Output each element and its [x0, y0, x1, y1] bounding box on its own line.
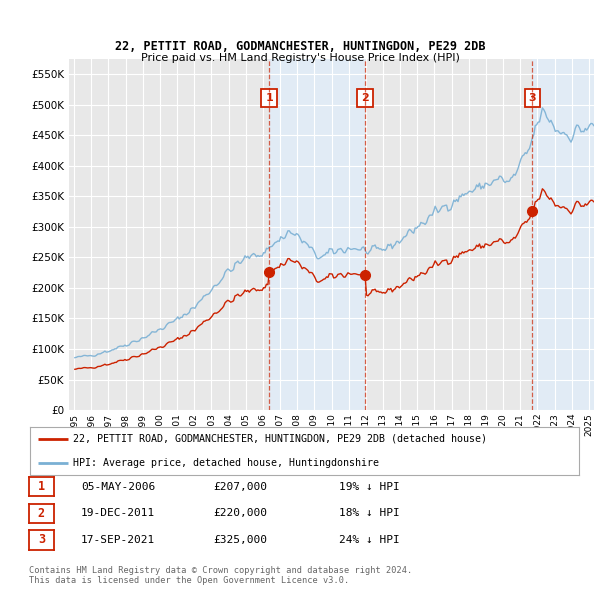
Text: 3: 3: [529, 93, 536, 103]
Text: 22, PETTIT ROAD, GODMANCHESTER, HUNTINGDON, PE29 2DB (detached house): 22, PETTIT ROAD, GODMANCHESTER, HUNTINGD…: [73, 434, 487, 444]
Text: 24% ↓ HPI: 24% ↓ HPI: [339, 535, 400, 545]
Text: 2: 2: [38, 507, 45, 520]
Text: 18% ↓ HPI: 18% ↓ HPI: [339, 509, 400, 518]
Text: 22, PETTIT ROAD, GODMANCHESTER, HUNTINGDON, PE29 2DB: 22, PETTIT ROAD, GODMANCHESTER, HUNTINGD…: [115, 40, 485, 53]
Bar: [532, 59, 594, 410]
Bar: [269, 59, 365, 410]
Text: 2: 2: [361, 93, 369, 103]
Text: 05-MAY-2006: 05-MAY-2006: [81, 482, 155, 491]
Text: Price paid vs. HM Land Registry's House Price Index (HPI): Price paid vs. HM Land Registry's House …: [140, 53, 460, 63]
Text: Contains HM Land Registry data © Crown copyright and database right 2024.
This d: Contains HM Land Registry data © Crown c…: [29, 566, 412, 585]
Text: 1: 1: [265, 93, 273, 103]
Text: £325,000: £325,000: [213, 535, 267, 545]
Text: 19-DEC-2011: 19-DEC-2011: [81, 509, 155, 518]
Text: HPI: Average price, detached house, Huntingdonshire: HPI: Average price, detached house, Hunt…: [73, 458, 379, 468]
Text: 17-SEP-2021: 17-SEP-2021: [81, 535, 155, 545]
Text: £220,000: £220,000: [213, 509, 267, 518]
Text: 3: 3: [38, 533, 45, 546]
Text: 19% ↓ HPI: 19% ↓ HPI: [339, 482, 400, 491]
Text: £207,000: £207,000: [213, 482, 267, 491]
Text: 1: 1: [38, 480, 45, 493]
Bar: [365, 59, 532, 410]
